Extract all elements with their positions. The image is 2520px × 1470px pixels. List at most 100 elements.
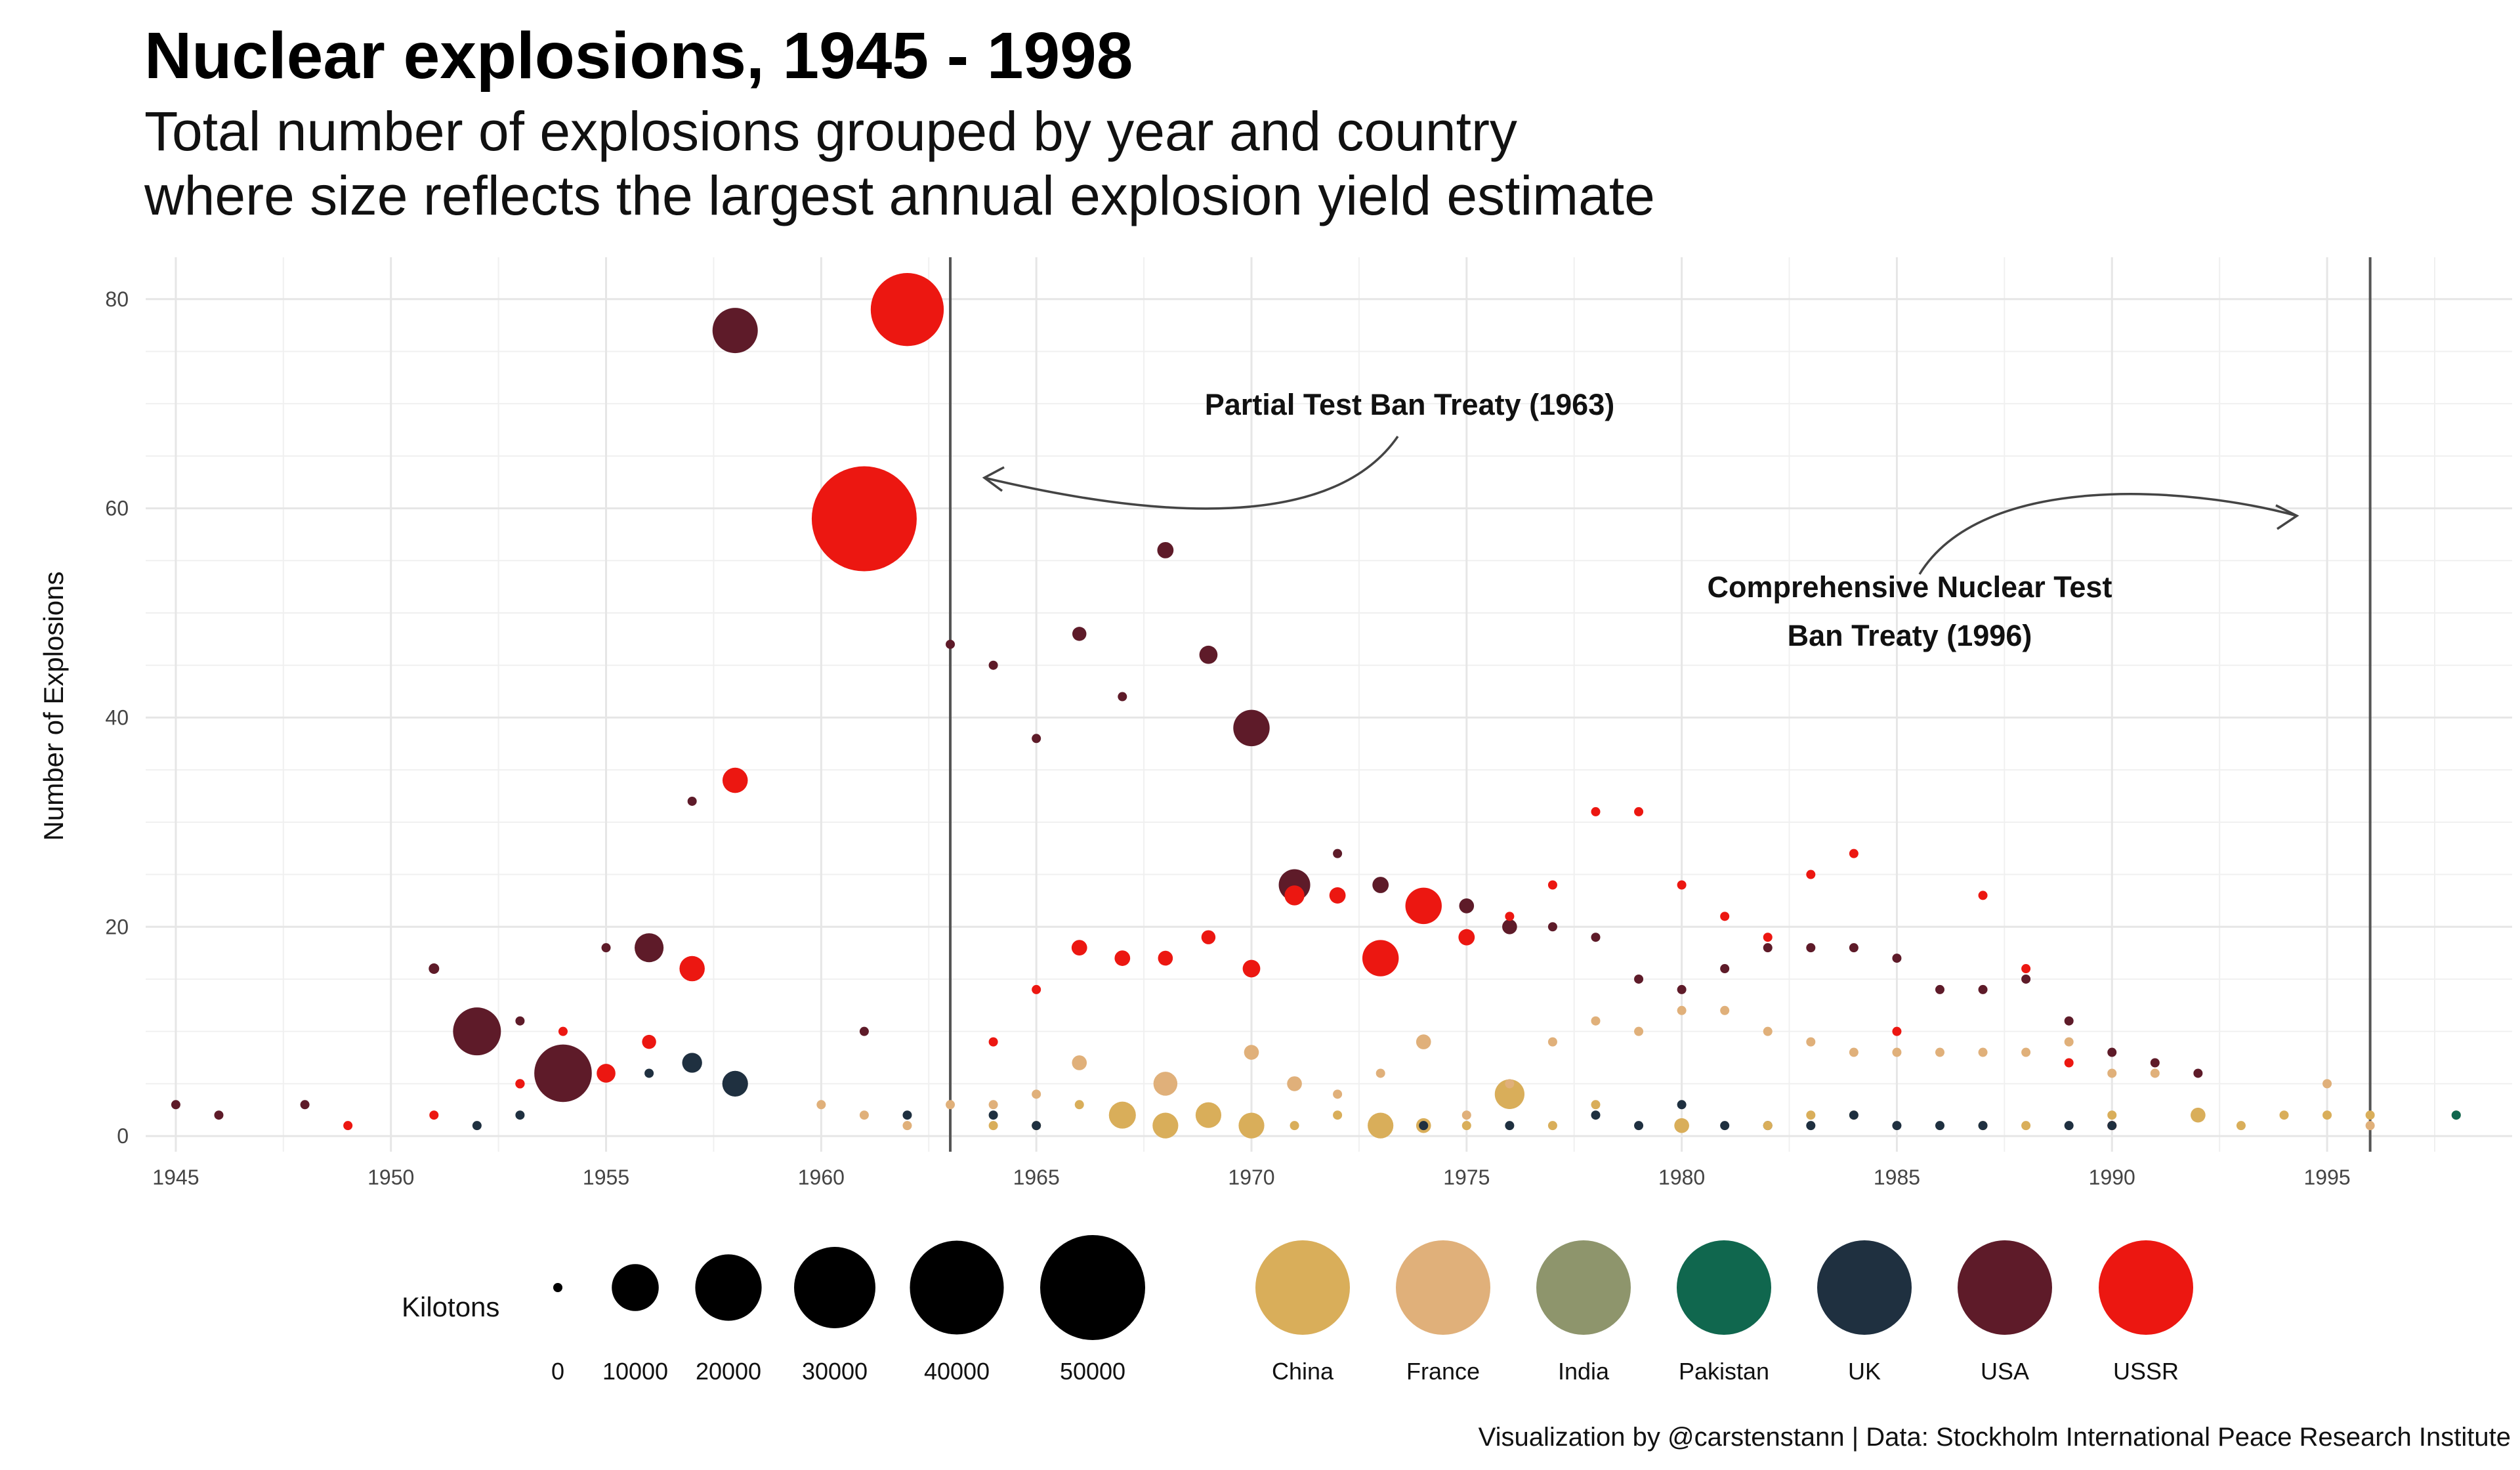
- color-legend-swatch-uk: [1817, 1240, 1912, 1335]
- x-axis-ticks: 1945 1950 1955 1960 1965 1970 1975 1980 1985 1990…: [152, 1166, 2350, 1189]
- y-tick-label: 80: [105, 287, 129, 311]
- point-china-1968: [1152, 1112, 1179, 1139]
- point-china-1970: [1238, 1112, 1265, 1139]
- point-china-1973: [1368, 1112, 1394, 1139]
- size-legend-label-20000: 20000: [696, 1358, 761, 1385]
- point-uk-1962: [902, 1110, 912, 1120]
- point-ussr-1967: [1114, 950, 1131, 966]
- point-uk-1978: [1591, 1110, 1601, 1120]
- point-usa-1963: [946, 639, 956, 649]
- point-ussr-1979: [1634, 807, 1644, 816]
- point-ussr-1962: [870, 273, 944, 346]
- point-china-1995: [2322, 1110, 2332, 1120]
- point-usa-1975: [1459, 898, 1475, 914]
- point-usa-1989: [2064, 1016, 2074, 1026]
- color-legend-label-usa: USA: [1981, 1358, 2029, 1385]
- point-uk-1990: [2107, 1121, 2117, 1131]
- point-usa-1981: [1720, 964, 1730, 974]
- point-pakistan-1998: [2451, 1110, 2461, 1120]
- color-legend-label-france: France: [1406, 1358, 1480, 1385]
- size-legend-dot-10000: [612, 1264, 659, 1311]
- point-ussr-1982: [1763, 933, 1773, 942]
- size-legend-dot-30000: [794, 1247, 875, 1328]
- point-france-1976: [1505, 1079, 1515, 1089]
- point-china-1977: [1547, 1121, 1557, 1131]
- point-usa-1991: [2150, 1058, 2160, 1068]
- point-france-1971: [1287, 1076, 1302, 1091]
- point-usa-1964: [988, 660, 998, 670]
- point-uk-1979: [1634, 1121, 1644, 1131]
- point-china-1994: [2279, 1110, 2289, 1120]
- point-usa-1948: [300, 1100, 310, 1110]
- point-france-1975: [1461, 1110, 1471, 1120]
- size-legend-dot-40000: [910, 1240, 1004, 1335]
- point-ussr-1957: [679, 956, 705, 982]
- point-china-1972: [1333, 1110, 1343, 1120]
- point-uk-1985: [1892, 1121, 1902, 1131]
- size-legend-dot-20000: [695, 1254, 762, 1321]
- point-france-1988: [2021, 1047, 2031, 1057]
- point-usa-1954: [534, 1044, 592, 1102]
- point-usa-1956: [635, 933, 664, 963]
- point-france-1984: [1849, 1047, 1858, 1057]
- x-tick-label: 1980: [1658, 1166, 1705, 1189]
- point-ussr-1978: [1591, 807, 1601, 816]
- point-usa-1992: [2193, 1068, 2203, 1078]
- point-usa-1986: [1935, 984, 1945, 994]
- x-tick-label: 1995: [2303, 1166, 2350, 1189]
- point-ussr-1977: [1547, 880, 1557, 890]
- chart-title: Nuclear explosions, 1945 - 1998: [144, 19, 1133, 93]
- point-ussr-1953: [515, 1079, 525, 1089]
- point-ussr-1965: [1032, 984, 1041, 994]
- point-france-1970: [1244, 1045, 1259, 1060]
- point-france-1964: [988, 1100, 998, 1110]
- point-china-1980: [1674, 1118, 1689, 1133]
- x-tick-label: 1950: [368, 1166, 414, 1189]
- color-legend-swatch-pakistan: [1677, 1240, 1771, 1335]
- point-uk-1987: [1978, 1121, 1988, 1131]
- point-china-1993: [2236, 1121, 2246, 1131]
- point-france-1991: [2150, 1068, 2160, 1078]
- point-ussr-1969: [1201, 930, 1216, 944]
- annotation-comprehensive-line-1: Comprehensive Nuclear Test: [1708, 570, 2112, 604]
- point-ussr-1955: [597, 1064, 616, 1083]
- point-ussr-1976: [1505, 912, 1515, 921]
- point-uk-1958: [722, 1070, 748, 1097]
- point-france-1987: [1978, 1047, 1988, 1057]
- point-usa-1953: [515, 1016, 525, 1026]
- x-tick-label: 1955: [583, 1166, 629, 1189]
- point-china-1988: [2021, 1121, 2031, 1131]
- x-tick-label: 1990: [2089, 1166, 2135, 1189]
- point-china-1964: [988, 1121, 998, 1131]
- color-legend-swatch-france: [1396, 1240, 1490, 1335]
- point-france-1995: [2322, 1079, 2332, 1089]
- point-usa-1967: [1118, 692, 1127, 702]
- point-france-1990: [2107, 1068, 2117, 1078]
- color-legend-swatch-ussr: [2099, 1240, 2193, 1335]
- size-legend-label-50000: 50000: [1060, 1358, 1125, 1385]
- point-china-1971: [1290, 1121, 1299, 1131]
- point-uk-1981: [1720, 1121, 1730, 1131]
- point-ussr-1987: [1978, 891, 1988, 900]
- point-usa-1955: [601, 943, 611, 953]
- point-ussr-1964: [988, 1037, 998, 1047]
- point-ussr-1961: [811, 466, 917, 572]
- point-ussr-1966: [1071, 940, 1087, 956]
- point-france-1963: [946, 1100, 956, 1110]
- point-france-1961: [859, 1110, 869, 1120]
- point-usa-1968: [1157, 541, 1174, 558]
- point-china-1978: [1591, 1100, 1601, 1110]
- point-uk-1989: [2064, 1121, 2074, 1131]
- point-usa-1966: [1072, 627, 1087, 641]
- point-usa-1988: [2021, 974, 2031, 984]
- size-legend: 0 10000 20000 30000 40000 50000: [551, 1235, 1145, 1385]
- point-france-1983: [1806, 1037, 1816, 1047]
- point-france-1977: [1547, 1037, 1557, 1047]
- y-tick-label: 0: [117, 1124, 129, 1148]
- point-ussr-1973: [1362, 940, 1399, 976]
- point-ussr-1983: [1806, 870, 1816, 879]
- point-france-1986: [1935, 1047, 1945, 1057]
- point-china-1996: [2365, 1110, 2375, 1120]
- point-ussr-1972: [1329, 887, 1346, 904]
